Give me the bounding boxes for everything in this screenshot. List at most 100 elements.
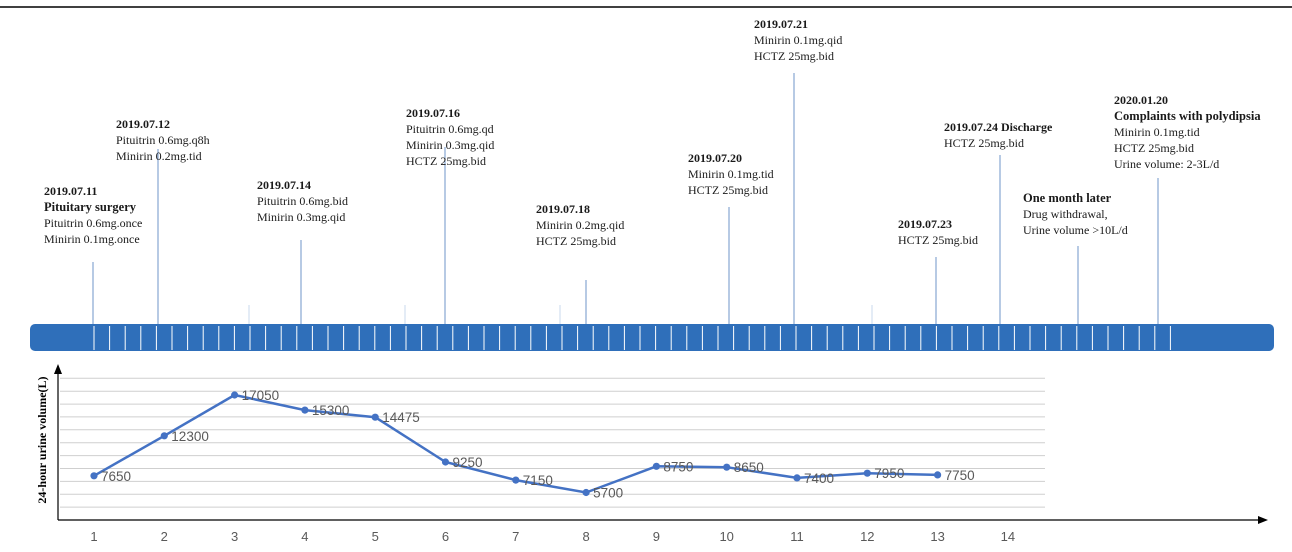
x-tick-label: 6 xyxy=(442,529,449,544)
data-point xyxy=(863,469,871,477)
data-label: 15300 xyxy=(312,403,350,418)
data-label: 17050 xyxy=(242,388,280,403)
data-label: 9250 xyxy=(453,455,483,470)
event-date: 2019.07.12 xyxy=(116,117,170,131)
event-title: Pituitary surgery xyxy=(44,200,137,214)
event-detail: HCTZ 25mg.bid xyxy=(406,154,486,168)
data-point xyxy=(652,462,661,470)
data-label: 7400 xyxy=(804,471,834,486)
event-date: 2020.01.20 xyxy=(1114,93,1168,107)
event-detail: Urine volume: 2-3L/d xyxy=(1114,157,1219,171)
timeline-band xyxy=(30,324,1274,351)
event-date: 2019.07.23 xyxy=(898,217,952,231)
event-detail: Pituitrin 0.6mg.qd xyxy=(406,122,494,136)
event-detail: Pituitrin 0.6mg.once xyxy=(44,216,142,230)
x-tick-label: 5 xyxy=(372,529,379,544)
event-annotation: One month later Drug withdrawal, Urine vol… xyxy=(1023,191,1128,237)
data-label: 12300 xyxy=(171,429,209,444)
x-tick-label: 9 xyxy=(653,529,660,544)
event-detail: Drug withdrawal, xyxy=(1023,207,1108,221)
x-tick-label: 10 xyxy=(719,529,733,544)
data-label: 8750 xyxy=(663,459,693,474)
series-points xyxy=(90,391,942,497)
event-annotations: 2019.07.11 Pituitary surgery Pituitrin 0.6… xyxy=(44,17,1261,248)
event-date: 2019.07.16 xyxy=(406,106,460,120)
event-date: 2019.07.11 xyxy=(44,184,97,198)
event-title: Complaints with polydipsia xyxy=(1114,109,1261,123)
event-date: 2019.07.21 xyxy=(754,17,808,31)
event-detail: Pituitrin 0.6mg.q8h xyxy=(116,133,210,147)
y-axis-arrow xyxy=(54,364,62,374)
event-date: 2019.07.14 xyxy=(257,178,311,192)
data-label: 7750 xyxy=(945,468,975,483)
data-point xyxy=(582,488,590,497)
data-point xyxy=(793,474,801,482)
x-tick-label: 11 xyxy=(790,529,804,544)
event-annotation: 2019.07.21 Minirin 0.1mg.qid HCTZ 25mg.bid xyxy=(754,17,842,63)
event-detail: HCTZ 25mg.bid xyxy=(688,183,768,197)
x-tick-labels: 1 2 3 4 5 6 7 8 9 10 11 12 13 14 xyxy=(90,529,1015,544)
event-annotation: 2019.07.18 Minirin 0.2mg.qid HCTZ 25mg.bid xyxy=(536,202,624,248)
data-point xyxy=(371,413,379,421)
data-point xyxy=(934,471,942,479)
chart-gridlines xyxy=(60,377,1045,508)
data-label: 7950 xyxy=(874,466,904,481)
event-title: One month later xyxy=(1023,191,1112,205)
data-label: 5700 xyxy=(593,486,623,501)
data-point xyxy=(441,458,450,466)
event-annotation: 2019.07.14 Pituitrin 0.6mg.bid Minirin 0.3… xyxy=(257,178,348,224)
event-detail: HCTZ 25mg.bid xyxy=(1114,141,1194,155)
event-detail: HCTZ 25mg.bid xyxy=(536,234,616,248)
x-tick-label: 4 xyxy=(301,529,308,544)
event-detail: Minirin 0.1mg.once xyxy=(44,232,140,246)
event-markers xyxy=(92,73,1159,351)
event-annotation: 2019.07.11 Pituitary surgery Pituitrin 0.6… xyxy=(44,184,142,246)
data-label: 8650 xyxy=(734,460,764,475)
data-label: 14475 xyxy=(382,410,420,425)
data-point xyxy=(160,432,168,440)
event-detail: Minirin 0.1mg.tid xyxy=(1114,125,1200,139)
timeline-band-ticks xyxy=(93,326,1171,350)
data-point xyxy=(512,476,520,484)
x-tick-label: 13 xyxy=(930,529,944,544)
event-annotation: 2020.01.20 Complaints with polydipsia Mini… xyxy=(1114,93,1261,171)
event-detail: Minirin 0.1mg.qid xyxy=(754,33,842,47)
x-tick-label: 2 xyxy=(161,529,168,544)
data-point xyxy=(723,463,731,471)
event-annotation: 2019.07.20 Minirin 0.1mg.tid HCTZ 25mg.bid xyxy=(688,151,774,197)
chart-axes xyxy=(54,364,1268,524)
y-axis-label: 24-hour urine volume(L) xyxy=(35,376,49,503)
x-tick-label: 3 xyxy=(231,529,238,544)
event-detail: Minirin 0.3mg.qid xyxy=(406,138,494,152)
data-point xyxy=(231,391,239,399)
event-detail: Minirin 0.2mg.qid xyxy=(536,218,624,232)
x-tick-label: 1 xyxy=(90,529,97,544)
event-annotation: 2019.07.23 HCTZ 25mg.bid xyxy=(898,217,978,247)
event-detail: Minirin 0.1mg.tid xyxy=(688,167,774,181)
event-date: 2019.07.20 xyxy=(688,151,742,165)
x-tick-label: 8 xyxy=(582,529,589,544)
event-detail: HCTZ 25mg.bid xyxy=(944,136,1024,150)
event-annotation: 2019.07.12 Pituitrin 0.6mg.q8h Minirin 0.2… xyxy=(116,117,210,163)
event-detail: Urine volume >10L/d xyxy=(1023,223,1128,237)
event-detail: Pituitrin 0.6mg.bid xyxy=(257,194,348,208)
event-detail: Minirin 0.3mg.qid xyxy=(257,210,345,224)
x-axis-arrow xyxy=(1258,516,1268,524)
event-detail: HCTZ 25mg.bid xyxy=(754,49,834,63)
x-tick-label: 14 xyxy=(1001,529,1015,544)
x-tick-label: 7 xyxy=(512,529,519,544)
data-point xyxy=(90,472,98,480)
event-date: 2019.07.24 Discharge xyxy=(944,120,1053,134)
data-label: 7650 xyxy=(101,469,131,484)
event-detail: HCTZ 25mg.bid xyxy=(898,233,978,247)
data-point xyxy=(301,406,309,414)
event-annotation: 2019.07.16 Pituitrin 0.6mg.qd Minirin 0.3m… xyxy=(406,106,494,168)
event-date: 2019.07.18 xyxy=(536,202,590,216)
data-labels: 7650 12300 17050 15300 14475 9250 7150 5700 8750… xyxy=(101,388,975,501)
data-label: 7150 xyxy=(523,473,553,488)
x-tick-label: 12 xyxy=(860,529,874,544)
event-annotation: 2019.07.24 Discharge HCTZ 25mg.bid xyxy=(944,120,1053,150)
event-detail: Minirin 0.2mg.tid xyxy=(116,149,202,163)
